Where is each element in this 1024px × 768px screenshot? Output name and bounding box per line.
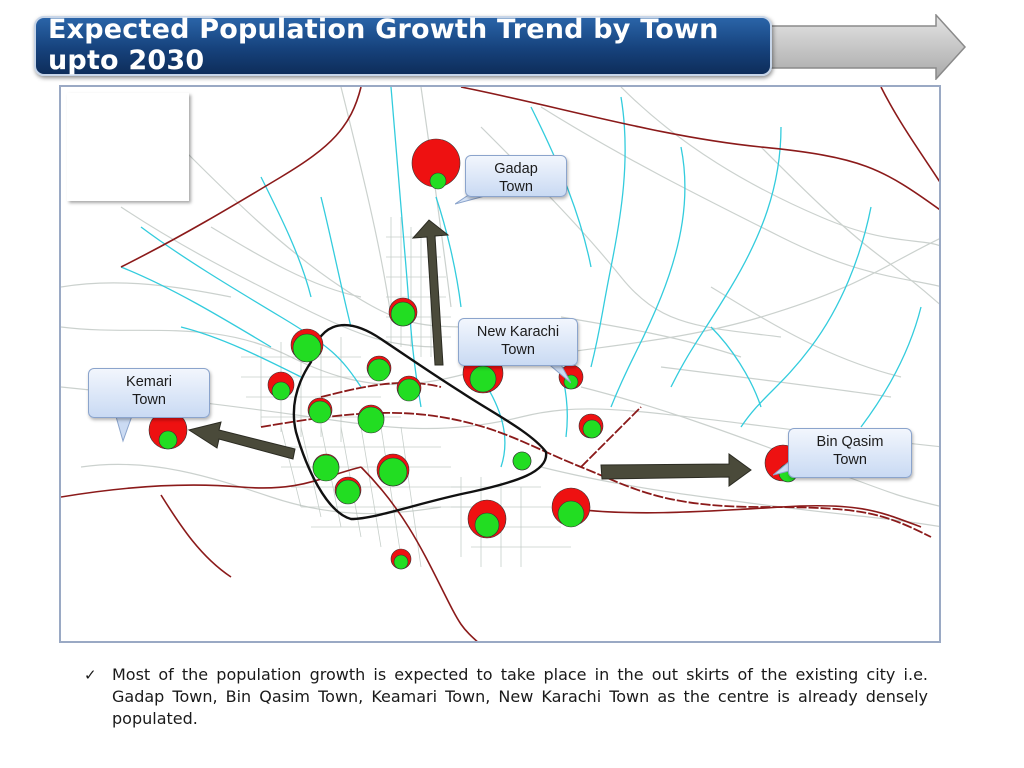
arrow-icon	[187, 421, 296, 460]
title-chevron-arrow	[760, 14, 967, 80]
bubble-gulshan	[396, 375, 422, 402]
callout-tail-new-karachi	[544, 361, 571, 384]
bubble-gulberg	[290, 328, 324, 363]
summary-note: ✓ Most of the population growth is expec…	[84, 664, 928, 730]
callout-bin-qasim-line2: Town	[833, 452, 867, 468]
title-banner	[34, 16, 772, 76]
bubble-liaquatabad	[366, 355, 392, 382]
slide-title: Expected Population Growth Trend by Town…	[48, 14, 719, 76]
bubble-shah-faisal	[512, 451, 532, 471]
callout-gadap-town: Gadap Town	[465, 155, 567, 197]
map-canvas	[61, 87, 939, 641]
callout-kemari-line2: Town	[132, 392, 166, 408]
callout-bin-qasim-town: Bin Qasim Town	[788, 428, 912, 478]
bubble-gulshan-south	[467, 499, 507, 539]
bubble-lyari	[312, 453, 340, 482]
growth-arrows	[187, 219, 752, 487]
callout-gadap-line1: Gadap	[494, 161, 538, 177]
legend-box	[67, 93, 189, 201]
bubble-saddar	[376, 453, 410, 487]
callout-kemari-town: Kemari Town	[88, 368, 210, 418]
bubble-site-town	[307, 397, 333, 424]
check-mark-icon: ✓	[84, 666, 97, 684]
summary-note-text: Most of the population growth is expecte…	[112, 665, 928, 728]
river-network	[120, 87, 922, 468]
bubble-defence	[390, 548, 412, 570]
callout-tail-kemari	[114, 413, 134, 443]
bubble-korangi	[551, 487, 591, 528]
bubble-north-nazimabad	[388, 297, 418, 327]
bubble-landhi	[578, 413, 604, 439]
callout-new-karachi-line1: New Karachi	[476, 324, 560, 340]
arrow-icon	[411, 219, 450, 366]
bubble-jamshed	[357, 404, 385, 434]
callout-new-karachi-town: New Karachi Town	[458, 318, 578, 366]
bubble-baldia	[334, 476, 362, 505]
callout-bin-qasim-line1: Bin Qasim	[816, 434, 884, 450]
population-bubbles	[148, 138, 802, 570]
callout-new-karachi-line2: Town	[501, 342, 535, 358]
town-growth-map: Gadap Town New Karachi Town Kemari Town …	[59, 85, 941, 643]
bubble-orangi	[267, 371, 295, 401]
callout-kemari-line1: Kemari	[126, 374, 172, 390]
arrow-icon	[600, 453, 752, 487]
central-area-outline	[292, 323, 548, 521]
callout-gadap-line2: Town	[499, 179, 533, 195]
bubble-gadap-town	[411, 138, 461, 190]
bubble-kemari-town	[148, 410, 188, 450]
